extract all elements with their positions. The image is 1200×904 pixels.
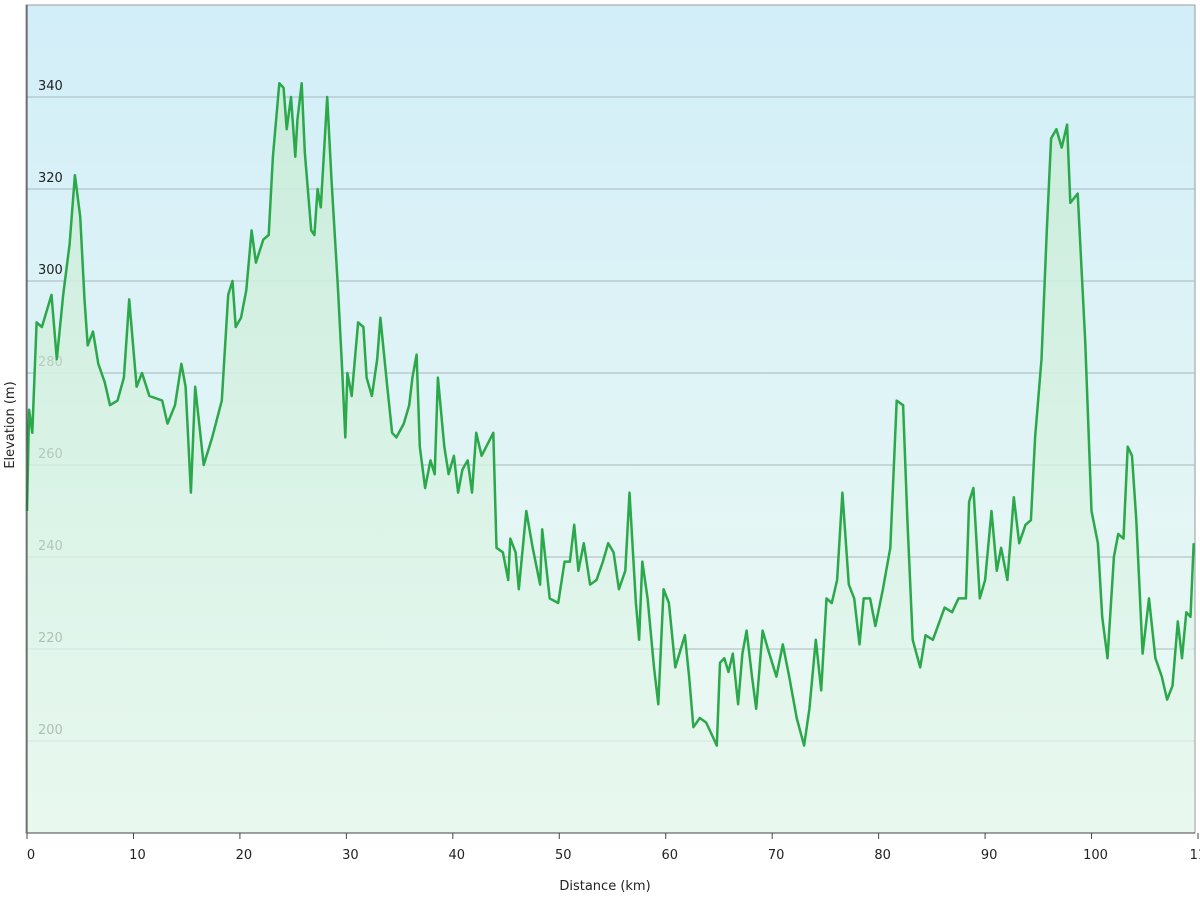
y-axis-label: Elevation (m) [3,381,18,468]
elevation-line [25,81,1195,747]
x-tick-label: 60 [661,848,678,863]
x-tick-label: 80 [874,848,891,863]
y-tick-label: 300 [38,263,63,278]
x-tick-label: 90 [981,848,998,863]
y-tick-label: 320 [38,171,63,186]
x-tick-label: 100 [1083,848,1108,863]
x-tick-label: 10 [129,848,146,863]
x-tick-label: 0 [27,848,35,863]
area-fill [27,83,1194,833]
x-tick-label: 20 [236,848,253,863]
x-tick-label: 70 [768,848,785,863]
x-tick-label: 40 [449,848,466,863]
x-tick-label: 30 [342,848,359,863]
x-axis-label: Distance (km) [559,879,650,894]
y-tick-label: 340 [38,79,63,94]
x-tick-label: 50 [555,848,572,863]
x-tick-label: 110 [1190,848,1200,863]
